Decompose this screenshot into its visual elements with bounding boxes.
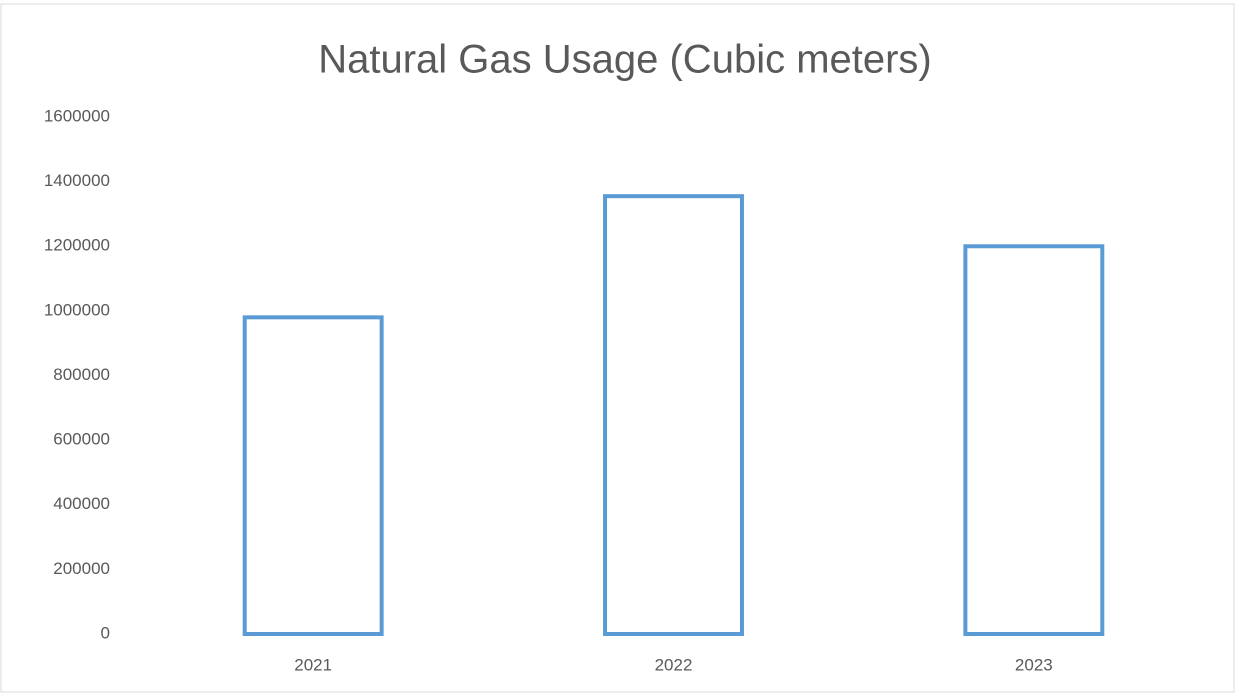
x-tick-label: 2023 <box>1015 655 1053 674</box>
y-tick-label: 600000 <box>53 430 110 449</box>
x-tick-label: 2021 <box>294 655 332 674</box>
y-tick-label: 0 <box>101 623 110 642</box>
bar <box>242 315 384 636</box>
y-tick-label: 200000 <box>53 559 110 578</box>
y-tick-label: 1600000 <box>44 106 110 125</box>
y-tick-label: 1400000 <box>44 171 110 190</box>
x-tick-label: 2022 <box>655 655 693 674</box>
chart-title: Natural Gas Usage (Cubic meters) <box>318 38 932 82</box>
y-tick-label: 1000000 <box>44 300 110 319</box>
y-tick-label: 1200000 <box>44 236 110 255</box>
bar <box>603 194 744 636</box>
bar <box>963 244 1105 636</box>
y-tick-label: 400000 <box>53 494 110 513</box>
y-tick-label: 800000 <box>53 365 110 384</box>
